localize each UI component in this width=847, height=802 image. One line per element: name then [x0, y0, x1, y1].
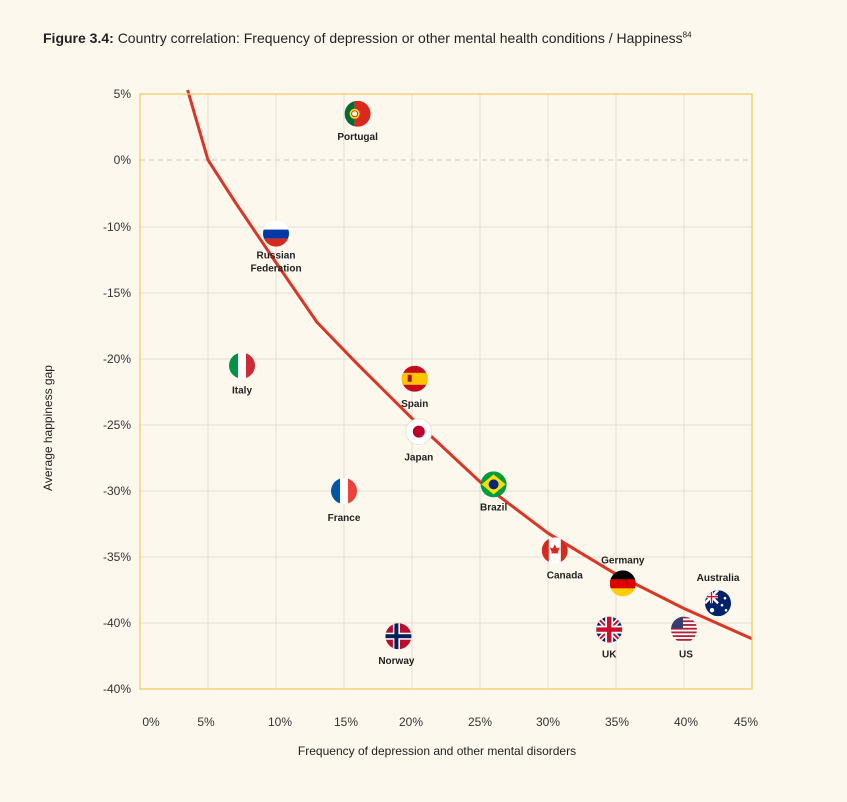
point-portugal: Portugal — [337, 100, 378, 143]
x-tick-label: 20% — [399, 715, 423, 729]
point-label: Italy — [232, 386, 252, 397]
x-tick-label: 0% — [142, 715, 160, 729]
point-label: Japan — [404, 453, 433, 464]
figure-caption: Country correlation: Frequency of depres… — [117, 30, 683, 46]
x-tick-label: 30% — [536, 715, 560, 729]
y-tick-label: -25% — [103, 418, 131, 432]
point-label: Norway — [378, 656, 415, 667]
point-label: UK — [602, 650, 617, 661]
point-us: US — [671, 616, 697, 661]
brazil-flag-icon — [480, 471, 507, 498]
x-tick-label: 40% — [674, 715, 698, 729]
point-label: Russian — [257, 251, 296, 262]
australia-flag-icon — [705, 590, 731, 617]
grid-layer — [140, 94, 752, 689]
x-tick-label: 15% — [334, 715, 358, 729]
x-tick-label: 25% — [468, 715, 492, 729]
point-label: Brazil — [480, 502, 507, 513]
y-tick-label: -30% — [103, 484, 131, 498]
x-tick-label: 45% — [734, 715, 758, 729]
trend-curve — [186, 89, 753, 641]
y-tick-label: 5% — [114, 87, 132, 101]
point-label: Federation — [250, 264, 301, 275]
y-tick-label: -40% — [103, 682, 131, 696]
point-italy: Italy — [229, 352, 255, 397]
y-axis-title: Average happiness gap — [41, 365, 55, 491]
y-tick-label: 0% — [114, 153, 132, 167]
france-flag-icon — [331, 478, 357, 504]
x-tick-label: 35% — [605, 715, 629, 729]
point-japan: Japan — [404, 418, 433, 464]
canada-flag-icon — [541, 537, 568, 564]
point-label: Portugal — [337, 132, 378, 143]
point-brazil: Brazil — [480, 471, 507, 513]
figure-number: Figure 3.4: — [43, 30, 114, 46]
point-label: Canada — [547, 570, 584, 581]
point-uk: UK — [596, 616, 623, 661]
spain-flag-icon — [401, 365, 428, 392]
y-tick-label: -40% — [103, 616, 131, 630]
point-russia: Russian Federation — [250, 220, 302, 275]
y-tick-label: -20% — [103, 352, 131, 366]
figure-footnote: 84 — [682, 30, 692, 40]
plot-frame — [139, 93, 753, 690]
point-label: Australia — [697, 573, 740, 584]
point-spain: Spain — [401, 365, 428, 410]
point-label: Germany — [601, 555, 645, 566]
norway-flag-icon — [385, 623, 412, 650]
point-germany: Germany — [601, 555, 645, 597]
italy-flag-icon — [229, 352, 255, 379]
figure-title: Figure 3.4: Country correlation: Frequen… — [43, 30, 692, 46]
point-canada: Canada — [541, 537, 584, 581]
point-label: US — [679, 650, 693, 661]
germany-flag-icon — [609, 570, 636, 597]
uk-flag-icon — [596, 616, 623, 643]
x-tick-label: 10% — [268, 715, 292, 729]
point-layer: Portugal Russian Federation Italy Spain Japan… — [229, 100, 740, 667]
frame-layer — [139, 93, 753, 690]
point-label: France — [328, 513, 361, 524]
x-tick-label: 5% — [197, 715, 215, 729]
japan-flag-icon — [405, 418, 432, 445]
curve-layer — [186, 89, 753, 641]
us-flag-icon — [671, 616, 697, 643]
point-australia: Australia — [697, 573, 740, 617]
point-norway: Norway — [378, 623, 415, 667]
y-tick-label: -35% — [103, 550, 131, 564]
x-axis-title: Frequency of depression and other mental… — [298, 744, 576, 758]
portugal-flag-icon — [344, 100, 371, 127]
point-label: Spain — [401, 399, 428, 410]
y-tick-label: -15% — [103, 286, 131, 300]
russia-flag-icon — [263, 220, 289, 247]
point-france: France — [328, 478, 361, 524]
y-tick-label: -10% — [103, 220, 131, 234]
tick-layer: 5% 0% -10% -15% -20% -25% -30% -35% -40% -40% 0% 5%… — [103, 87, 758, 729]
